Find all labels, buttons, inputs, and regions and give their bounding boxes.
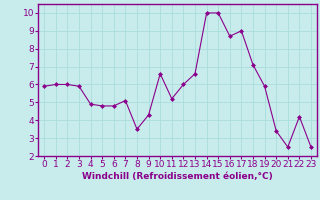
X-axis label: Windchill (Refroidissement éolien,°C): Windchill (Refroidissement éolien,°C) bbox=[82, 172, 273, 181]
